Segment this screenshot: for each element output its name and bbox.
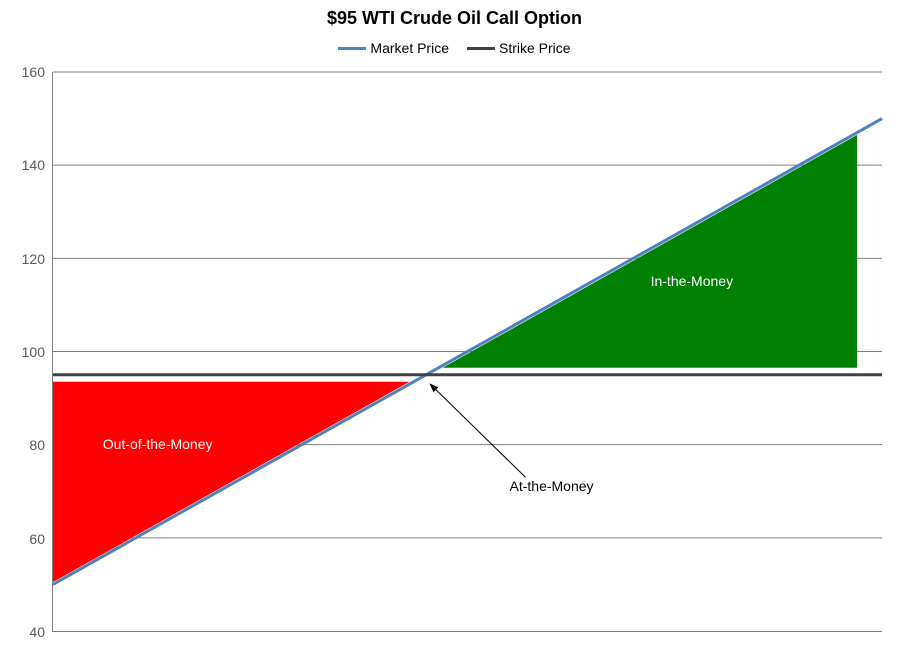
y-tick-label: 140 xyxy=(9,157,53,173)
out-of-the-money-region xyxy=(53,382,409,582)
y-tick-label: 100 xyxy=(9,344,53,360)
y-tick-label: 160 xyxy=(9,64,53,80)
in-the-money-label: In-the-Money xyxy=(651,273,733,289)
legend: Market Price Strike Price xyxy=(0,40,909,56)
y-tick-label: 80 xyxy=(9,437,53,453)
chart-container: $95 WTI Crude Oil Call Option Market Pri… xyxy=(0,0,909,662)
y-tick-label: 60 xyxy=(9,531,53,547)
legend-item-strike-price: Strike Price xyxy=(467,40,571,56)
chart-title: $95 WTI Crude Oil Call Option xyxy=(0,8,909,29)
y-tick-label: 40 xyxy=(9,624,53,640)
in-the-money-region xyxy=(443,135,858,368)
at-the-money-arrow xyxy=(430,384,525,477)
legend-label-market: Market Price xyxy=(370,40,449,56)
y-tick-label: 120 xyxy=(9,251,53,267)
legend-item-market-price: Market Price xyxy=(338,40,449,56)
annotation-arrow-group xyxy=(430,384,525,477)
at-the-money-label: At-the-Money xyxy=(510,478,594,494)
plot-area: 406080100120140160 Out-of-the-MoneyIn-th… xyxy=(52,72,882,632)
legend-label-strike: Strike Price xyxy=(499,40,571,56)
out-of-the-money-label: Out-of-the-Money xyxy=(103,436,213,452)
legend-line-market-icon xyxy=(338,47,366,50)
chart-svg xyxy=(53,72,882,631)
legend-line-strike-icon xyxy=(467,47,495,50)
